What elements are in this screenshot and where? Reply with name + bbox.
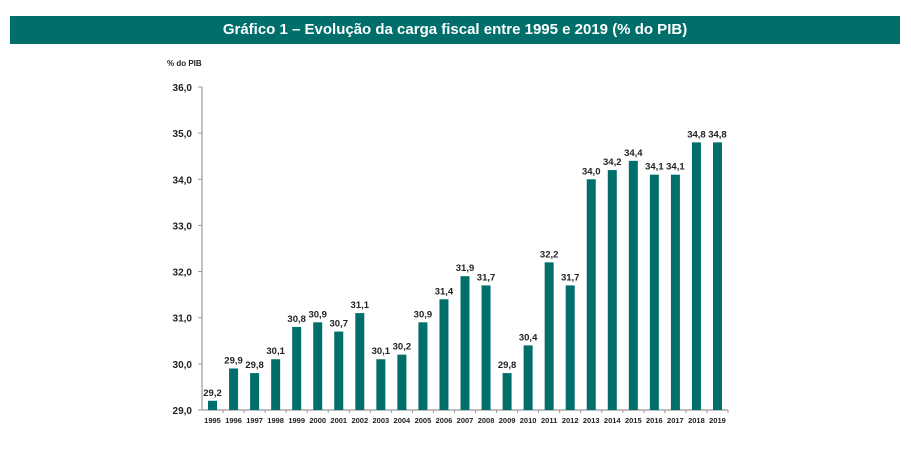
bar-2013	[586, 179, 596, 410]
bar-2003	[376, 359, 386, 410]
x-tick-label: 2000	[309, 416, 326, 425]
bar-1997	[250, 373, 260, 410]
bar-1998	[271, 359, 281, 410]
x-tick-label: 2008	[478, 416, 495, 425]
bar-2010	[523, 345, 533, 410]
bar-2000	[313, 322, 323, 410]
x-tick-label: 2009	[499, 416, 516, 425]
x-tick-label: 1999	[288, 416, 305, 425]
x-tick-label: 2016	[646, 416, 663, 425]
chart-title-banner: Gráfico 1 – Evolução da carga fiscal ent…	[10, 16, 900, 44]
y-tick-label: 36,0	[173, 83, 193, 94]
bar-2016	[649, 174, 659, 410]
bar-1996	[229, 368, 239, 410]
data-label-2017: 34,1	[666, 162, 685, 173]
data-label-2018: 34,8	[687, 129, 706, 140]
y-tick-label: 30,0	[173, 360, 193, 371]
bar-1995	[208, 400, 218, 410]
bar-2009	[502, 373, 512, 410]
bar-2018	[691, 142, 701, 410]
bar-2004	[397, 354, 407, 410]
data-label-2005: 30,9	[414, 309, 433, 320]
x-tick-label: 2002	[351, 416, 368, 425]
data-label-2007: 31,9	[456, 263, 475, 274]
x-tick-label: 2018	[688, 416, 705, 425]
data-label-2010: 30,4	[519, 332, 538, 343]
data-label-2015: 34,4	[624, 148, 643, 159]
data-label-1995: 29,2	[203, 388, 222, 399]
bar-2015	[628, 160, 638, 410]
chart-title: Gráfico 1 – Evolução da carga fiscal ent…	[222, 21, 688, 38]
bar-2019	[712, 142, 722, 410]
y-axis-title: % do PIB	[167, 59, 202, 68]
y-tick-label: 34,0	[173, 175, 193, 186]
data-label-2012: 31,7	[561, 272, 580, 283]
bar-2007	[460, 276, 470, 410]
data-label-2006: 31,4	[435, 286, 454, 297]
x-tick-label: 2010	[520, 416, 537, 425]
x-tick-label: 2011	[541, 416, 557, 425]
x-tick-label: 2005	[415, 416, 432, 425]
bar-2001	[334, 331, 344, 410]
x-tick-label: 2001	[330, 416, 347, 425]
bar-2012	[565, 285, 575, 410]
x-tick-label: 1998	[267, 416, 284, 425]
data-label-2002: 31,1	[351, 300, 370, 311]
y-tick-label: 33,0	[173, 221, 193, 232]
bar-2017	[670, 174, 680, 410]
bar-2002	[355, 313, 365, 410]
bar-2006	[439, 299, 449, 410]
data-label-2008: 31,7	[477, 272, 496, 283]
x-tick-label: 1996	[225, 416, 242, 425]
x-tick-label: 2006	[436, 416, 453, 425]
bar-2014	[607, 170, 617, 410]
data-label-2011: 32,2	[540, 249, 559, 260]
x-tick-label: 2015	[625, 416, 642, 425]
y-tick-label: 35,0	[173, 129, 193, 140]
data-label-2016: 34,1	[645, 162, 664, 173]
x-tick-label: 2019	[709, 416, 726, 425]
x-tick-label: 2007	[457, 416, 474, 425]
data-label-1998: 30,1	[266, 346, 285, 357]
data-label-2000: 30,9	[308, 309, 327, 320]
data-label-2019: 34,8	[708, 129, 727, 140]
data-label-1997: 29,8	[245, 360, 264, 371]
x-tick-label: 2003	[372, 416, 389, 425]
bar-1999	[292, 326, 302, 410]
bar-2005	[418, 322, 428, 410]
x-tick-label: 2017	[667, 416, 684, 425]
x-tick-label: 2013	[583, 416, 600, 425]
data-label-2001: 30,7	[330, 319, 349, 330]
data-label-1999: 30,8	[287, 314, 306, 325]
y-tick-label: 32,0	[173, 268, 193, 279]
data-label-1996: 29,9	[224, 355, 243, 366]
data-label-2003: 30,1	[372, 346, 391, 357]
data-label-2004: 30,2	[393, 342, 412, 353]
x-tick-label: 2012	[562, 416, 579, 425]
x-tick-label: 1997	[246, 416, 263, 425]
data-label-2014: 34,2	[603, 157, 622, 168]
x-tick-label: 2014	[604, 416, 622, 425]
x-tick-label: 2004	[394, 416, 412, 425]
bar-2011	[544, 262, 554, 410]
bar-2008	[481, 285, 491, 410]
data-label-2009: 29,8	[498, 360, 517, 371]
data-label-2013: 34,0	[582, 166, 601, 177]
x-tick-label: 1995	[204, 416, 221, 425]
y-tick-label: 31,0	[173, 314, 193, 325]
y-tick-label: 29,0	[173, 406, 193, 417]
